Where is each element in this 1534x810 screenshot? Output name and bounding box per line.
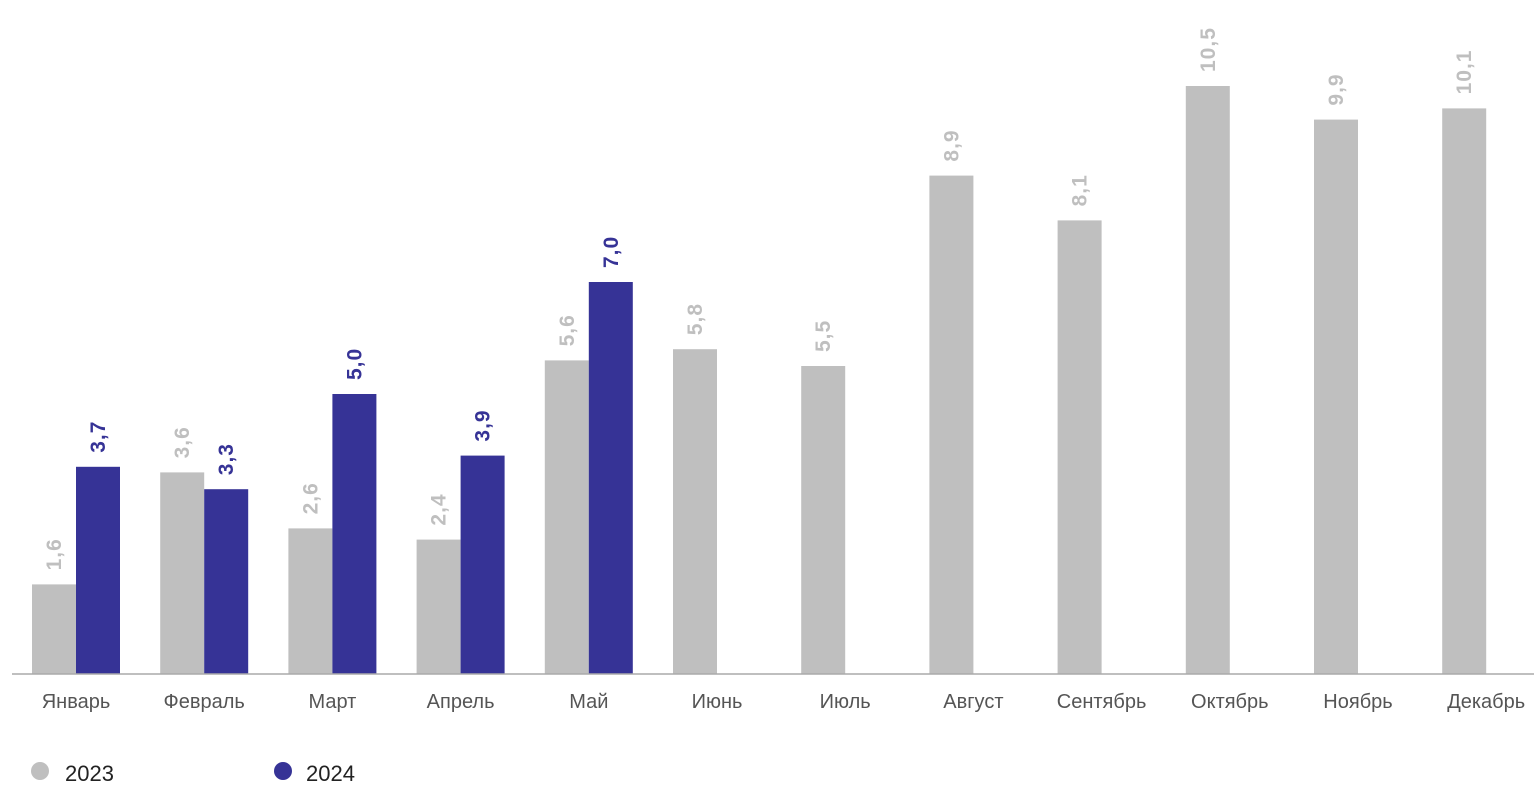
value-label-2023-9: 10,5 bbox=[1197, 27, 1220, 72]
category-label-1: Февраль bbox=[164, 691, 245, 713]
bar-2024-3 bbox=[460, 455, 505, 674]
bar-2023-0 bbox=[32, 584, 76, 674]
value-label-2024-1: 3,3 bbox=[215, 443, 238, 475]
legend-label-2024: 2024 bbox=[306, 761, 355, 786]
category-label-9: Октябрь bbox=[1191, 691, 1269, 713]
category-labels-group: Январь Февраль Март Апрель Май Июнь Июль Август… bbox=[42, 691, 1525, 713]
value-label-2023-1: 3,6 bbox=[171, 426, 194, 458]
value-label-2023-6: 5,5 bbox=[812, 320, 835, 352]
category-label-4: Май bbox=[569, 691, 608, 713]
legend: 2023 2024 bbox=[31, 761, 355, 786]
legend-swatch-2024 bbox=[274, 762, 292, 780]
category-label-6: Июль bbox=[820, 691, 871, 713]
bar-2023-8 bbox=[1057, 220, 1102, 674]
category-label-3: Апрель bbox=[427, 691, 495, 713]
category-label-0: Январь bbox=[42, 691, 111, 713]
category-label-8: Сентябрь bbox=[1057, 691, 1147, 713]
bar-2023-6 bbox=[801, 366, 846, 674]
value-label-2024-4: 7,0 bbox=[600, 236, 623, 268]
value-label-2023-2: 2,6 bbox=[299, 482, 322, 514]
bar-2024-4 bbox=[588, 282, 633, 674]
category-label-10: Ноябрь bbox=[1323, 691, 1392, 713]
bars-group bbox=[32, 86, 1487, 675]
category-label-7: Август bbox=[943, 691, 1003, 713]
legend-swatch-2023 bbox=[31, 762, 49, 780]
value-labels-group: 1,6 3,7 3,6 3,3 2,6 5,0 2,4 3,9 5,6 7,0 5,8 5,5 8,9 8… bbox=[43, 27, 1476, 570]
category-label-11: Декабрь bbox=[1447, 691, 1525, 713]
value-label-2023-4: 5,6 bbox=[556, 314, 579, 346]
category-label-5: Июнь bbox=[692, 691, 743, 713]
bar-2023-5 bbox=[673, 349, 717, 674]
value-label-2024-2: 5,0 bbox=[343, 348, 366, 380]
value-label-2023-3: 2,4 bbox=[428, 493, 451, 525]
value-label-2024-0: 3,7 bbox=[87, 421, 110, 453]
value-label-2023-5: 5,8 bbox=[684, 303, 707, 335]
bar-2023-1 bbox=[160, 472, 205, 674]
category-label-2: Март bbox=[308, 691, 356, 713]
value-label-2023-11: 10,1 bbox=[1453, 50, 1476, 95]
value-label-2023-10: 9,9 bbox=[1325, 73, 1348, 105]
value-label-2023-0: 1,6 bbox=[43, 538, 66, 570]
bar-2023-9 bbox=[1185, 86, 1230, 674]
bar-2023-4 bbox=[544, 360, 589, 674]
bar-2024-0 bbox=[76, 466, 120, 674]
value-label-2023-7: 8,9 bbox=[940, 129, 963, 161]
value-label-2024-3: 3,9 bbox=[472, 409, 495, 441]
bar-2023-7 bbox=[929, 175, 974, 674]
bar-2023-2 bbox=[288, 528, 333, 674]
bar-2023-11 bbox=[1442, 108, 1487, 674]
bar-2023-10 bbox=[1314, 119, 1358, 675]
bar-2024-1 bbox=[204, 489, 249, 674]
legend-label-2023: 2023 bbox=[65, 761, 114, 786]
bar-2024-2 bbox=[332, 394, 377, 674]
value-label-2023-8: 8,1 bbox=[1069, 174, 1092, 206]
bar-2023-3 bbox=[416, 539, 461, 674]
